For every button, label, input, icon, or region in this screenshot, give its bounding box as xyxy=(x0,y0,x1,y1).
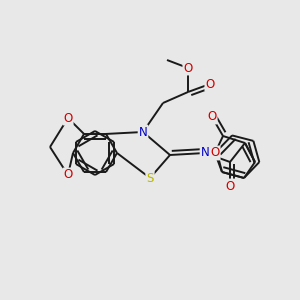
Text: S: S xyxy=(146,172,154,184)
Text: O: O xyxy=(63,169,73,182)
Text: O: O xyxy=(206,77,214,91)
Text: O: O xyxy=(183,61,193,74)
Text: N: N xyxy=(139,125,147,139)
Text: O: O xyxy=(63,112,73,124)
Text: N: N xyxy=(201,146,209,160)
Text: O: O xyxy=(210,146,220,160)
Text: O: O xyxy=(207,110,217,124)
Text: O: O xyxy=(225,179,235,193)
